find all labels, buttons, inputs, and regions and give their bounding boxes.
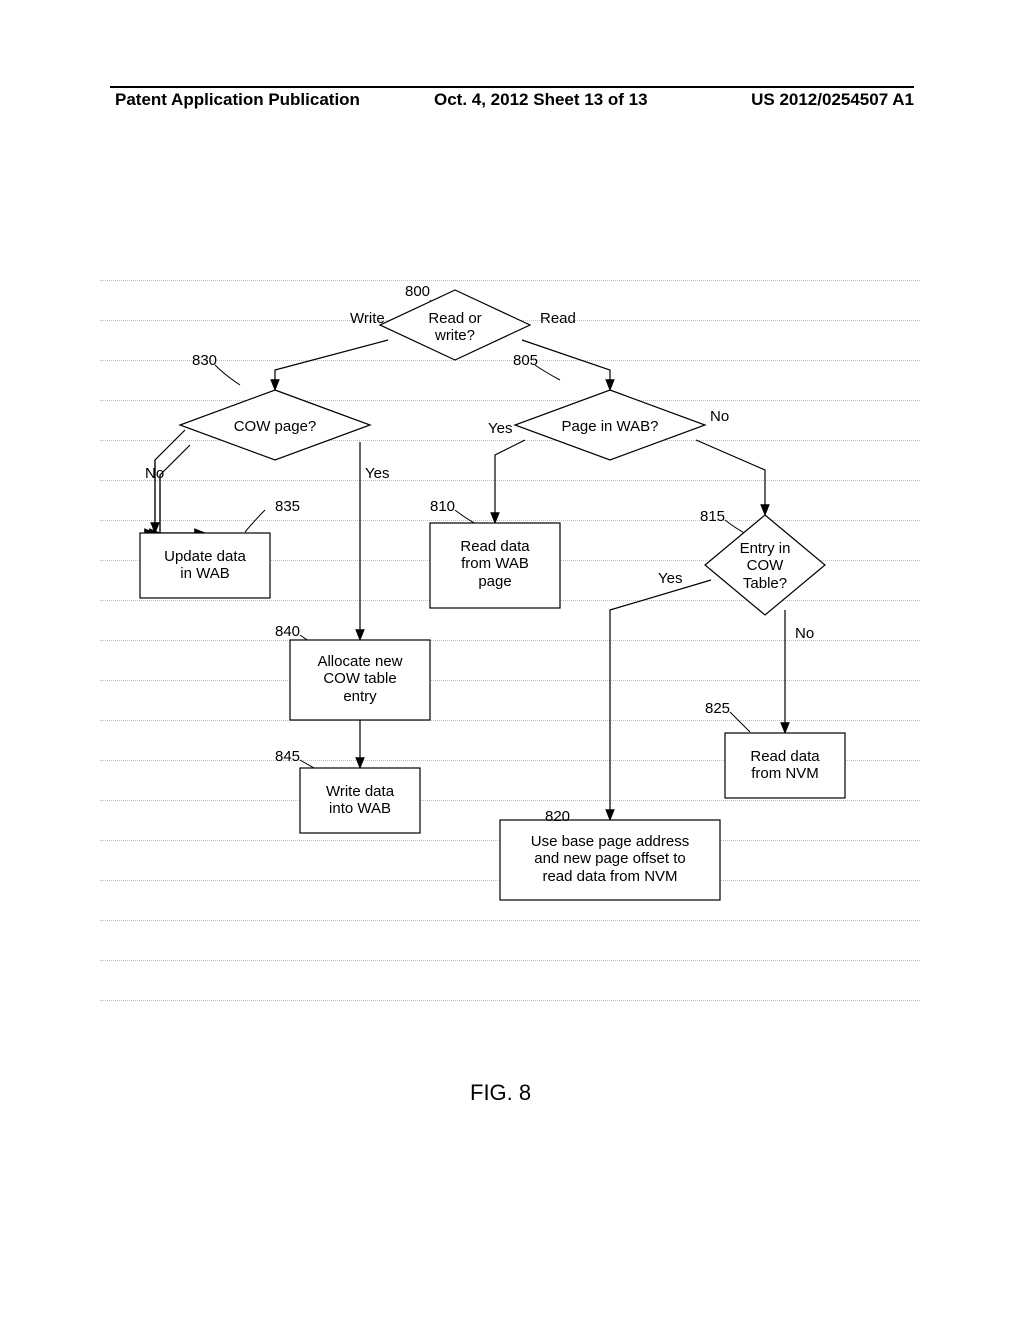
edge-no-830: No bbox=[145, 465, 164, 482]
node-810-label: Read data from WAB page bbox=[435, 538, 555, 590]
ref-810: 810 bbox=[430, 498, 455, 515]
ref-835: 835 bbox=[275, 498, 300, 515]
ref-805: 805 bbox=[513, 352, 538, 369]
node-800-label: Read or write? bbox=[405, 310, 505, 345]
figure-8: Read or write? COW page? Page in WAB? En… bbox=[100, 280, 920, 1040]
node-840-label: Allocate new COW table entry bbox=[295, 653, 425, 705]
edge-no-815: No bbox=[795, 625, 814, 642]
node-805-label: Page in WAB? bbox=[540, 418, 680, 435]
node-815-label: Entry in COW Table? bbox=[725, 540, 805, 592]
node-835-label: Update data in WAB bbox=[145, 548, 265, 583]
ref-820: 820 bbox=[545, 808, 570, 825]
node-820-label: Use base page address and new page offse… bbox=[505, 833, 715, 885]
figure-caption: FIG. 8 bbox=[470, 1080, 531, 1106]
edge-write: Write bbox=[350, 310, 385, 327]
ref-830: 830 bbox=[192, 352, 217, 369]
edge-yes-805: Yes bbox=[488, 420, 512, 437]
edge-no-805: No bbox=[710, 408, 729, 425]
ref-825: 825 bbox=[705, 700, 730, 717]
edge-read: Read bbox=[540, 310, 576, 327]
node-825-label: Read data from NVM bbox=[730, 748, 840, 783]
node-845-label: Write data into WAB bbox=[305, 783, 415, 818]
ref-845: 845 bbox=[275, 748, 300, 765]
edge-yes-815: Yes bbox=[658, 570, 682, 587]
header-left: Patent Application Publication bbox=[115, 90, 360, 110]
node-830-label: COW page? bbox=[210, 418, 340, 435]
header-right: US 2012/0254507 A1 bbox=[751, 90, 914, 110]
ref-800: 800 bbox=[405, 283, 430, 300]
header-rule bbox=[110, 86, 914, 88]
edge-yes-830: Yes bbox=[365, 465, 389, 482]
header-middle: Oct. 4, 2012 Sheet 13 of 13 bbox=[434, 90, 648, 110]
ref-840: 840 bbox=[275, 623, 300, 640]
ref-815: 815 bbox=[700, 508, 725, 525]
flowchart-svg bbox=[100, 280, 920, 1040]
